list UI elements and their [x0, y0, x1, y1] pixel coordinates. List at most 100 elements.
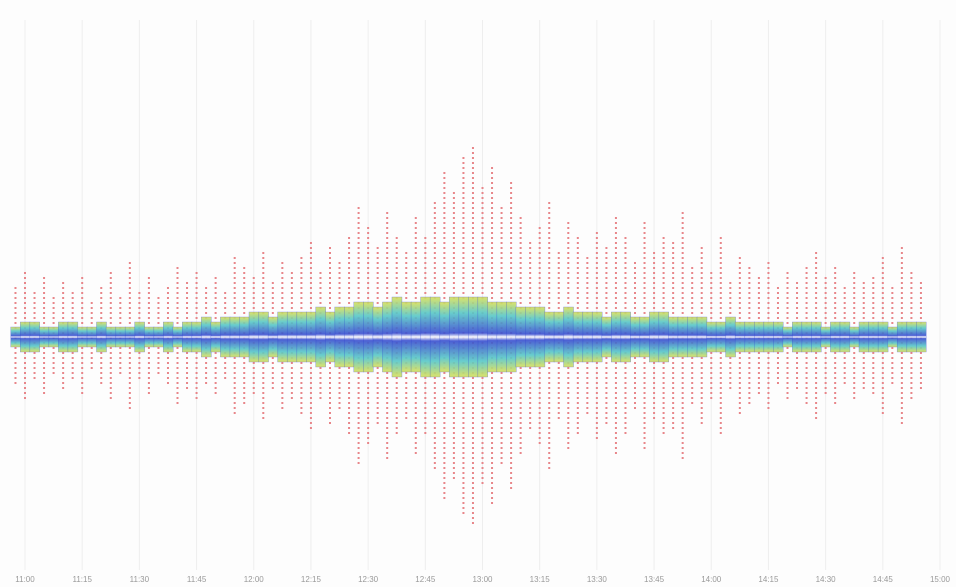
x-tick-label: 13:15	[530, 575, 551, 584]
x-tick-label: 11:15	[72, 575, 92, 584]
core-band	[334, 306, 345, 368]
core-band	[420, 296, 431, 378]
core-band	[143, 326, 155, 348]
core-band	[20, 321, 31, 353]
core-band	[525, 306, 536, 368]
core-band	[201, 316, 212, 358]
core-band	[86, 326, 98, 348]
core-band	[439, 301, 450, 373]
core-band	[496, 301, 507, 373]
core-band	[306, 311, 317, 363]
core-band	[830, 321, 841, 353]
core-band	[58, 321, 69, 353]
core-band	[630, 316, 641, 358]
core-band	[77, 326, 88, 348]
core-band	[820, 326, 832, 348]
core-band	[10, 326, 21, 348]
core-band	[782, 326, 793, 348]
core-band	[658, 311, 670, 363]
core-band	[448, 296, 460, 378]
core-band	[48, 326, 60, 348]
core-band	[267, 316, 279, 358]
core-band	[620, 311, 631, 363]
core-band	[553, 311, 565, 363]
core-band	[29, 321, 40, 353]
core-band	[277, 311, 288, 363]
core-band	[153, 326, 164, 348]
core-band	[353, 301, 365, 373]
core-band	[115, 326, 126, 348]
core-band	[839, 321, 851, 353]
core-band	[649, 311, 660, 363]
core-band	[687, 316, 698, 358]
core-band	[811, 321, 822, 353]
core-band	[563, 306, 574, 368]
core-band	[696, 316, 708, 358]
core-band	[591, 311, 603, 363]
core-band	[163, 321, 174, 353]
core-band	[239, 316, 250, 358]
core-band	[468, 296, 479, 378]
core-band	[792, 321, 803, 353]
x-tick-label: 14:45	[873, 575, 894, 584]
core-band	[458, 296, 469, 378]
core-band	[887, 326, 898, 348]
core-band	[67, 321, 79, 353]
x-tick-label: 11:30	[130, 575, 150, 584]
x-tick-label: 14:15	[758, 575, 779, 584]
core-band	[191, 321, 202, 353]
core-band	[248, 311, 260, 363]
core-band	[105, 326, 117, 348]
core-band	[753, 321, 765, 353]
core-band	[639, 316, 650, 358]
core-band	[506, 301, 517, 373]
core-band	[916, 321, 927, 353]
core-band	[706, 321, 717, 353]
core-band	[477, 296, 488, 378]
x-tick-label: 14:30	[816, 575, 837, 584]
x-tick-label: 13:45	[644, 575, 665, 584]
core-band	[182, 321, 193, 353]
core-band	[372, 306, 384, 368]
core-band	[429, 296, 441, 378]
core-band	[391, 296, 403, 378]
core-band	[677, 316, 689, 358]
x-tick-label: 12:30	[358, 575, 379, 584]
core-band	[172, 326, 183, 348]
core-band	[868, 321, 879, 353]
core-band	[601, 316, 612, 358]
core-band	[410, 301, 422, 373]
core-band	[582, 311, 593, 363]
core-band	[220, 316, 231, 358]
core-band	[877, 321, 889, 353]
core-band	[534, 306, 546, 368]
x-tick-label: 15:00	[930, 575, 951, 584]
core-band	[401, 301, 412, 373]
x-tick-label: 14:00	[701, 575, 722, 584]
core-band	[286, 311, 298, 363]
core-band	[229, 316, 241, 358]
core-band	[906, 321, 917, 353]
x-tick-label: 12:00	[244, 575, 265, 584]
core-band	[801, 321, 812, 353]
core-band	[858, 321, 870, 353]
core-band	[668, 316, 679, 358]
core-band	[296, 311, 307, 363]
core-band	[363, 301, 374, 373]
core-band	[896, 321, 908, 353]
core-band	[210, 321, 222, 353]
core-band	[258, 311, 269, 363]
core-band	[39, 326, 50, 348]
x-tick-label: 12:15	[301, 575, 322, 584]
core-band	[715, 321, 727, 353]
core-band	[849, 326, 860, 348]
x-tick-label: 13:00	[472, 575, 493, 584]
core-band	[515, 306, 527, 368]
x-tick-label: 11:45	[187, 575, 207, 584]
core-band	[734, 321, 746, 353]
core-band	[382, 301, 393, 373]
x-tick-label: 13:30	[587, 575, 608, 584]
